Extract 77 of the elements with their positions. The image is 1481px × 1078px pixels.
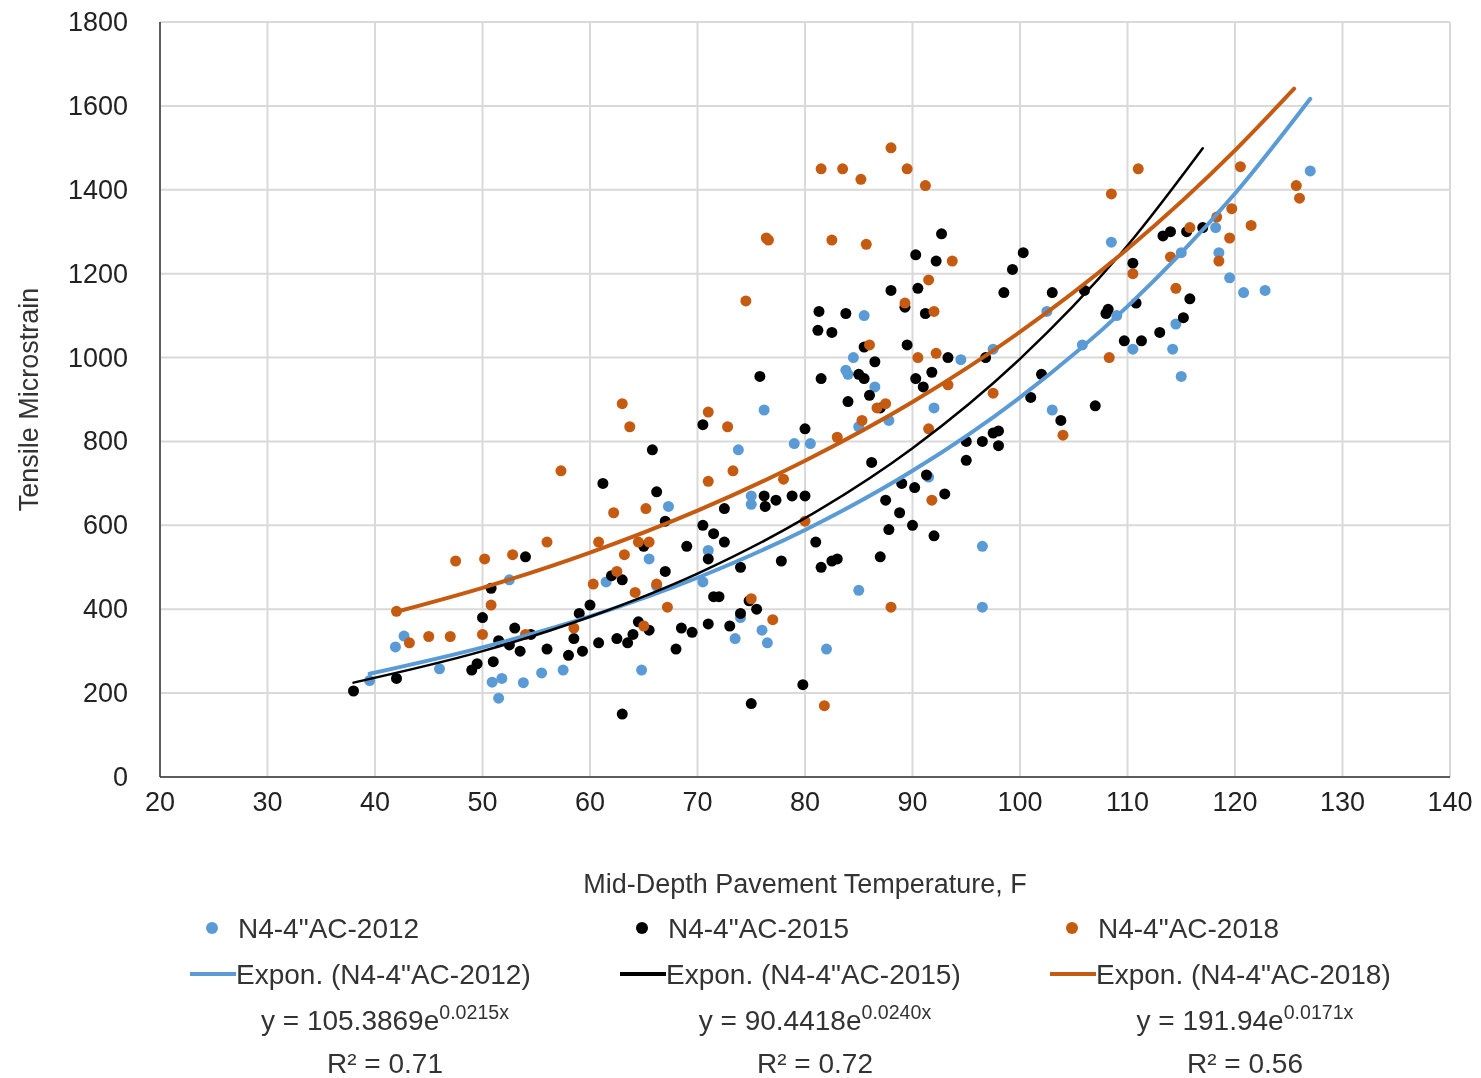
text: y = 191.94e$^{0.0171x}$ <box>1136 1001 1354 1036</box>
point <box>1170 318 1182 330</box>
point <box>788 438 800 450</box>
text: y = 90.4418e$^{0.0240x}$ <box>698 1001 932 1036</box>
point <box>758 404 770 416</box>
legend-label: Expon. (N4-4"AC-2018) <box>1096 959 1391 990</box>
point <box>840 364 852 376</box>
y-tick-label: 1400 <box>67 174 128 205</box>
point <box>756 624 768 636</box>
y-tick-label: 1200 <box>67 258 128 289</box>
point <box>1210 222 1222 234</box>
point <box>955 354 967 366</box>
point <box>636 664 648 676</box>
point <box>1224 272 1236 284</box>
point <box>496 672 508 684</box>
point <box>821 643 832 655</box>
point <box>847 352 859 364</box>
point <box>434 663 445 675</box>
point <box>1167 343 1179 355</box>
point <box>804 438 816 450</box>
point <box>853 584 865 596</box>
x-tick-label: 30 <box>252 787 283 817</box>
point <box>976 601 988 613</box>
x-tick-label: 100 <box>997 787 1043 817</box>
point <box>1127 343 1139 355</box>
line-series <box>352 147 1204 684</box>
point <box>869 381 881 393</box>
point <box>1046 404 1058 416</box>
point <box>389 641 401 653</box>
x-tick-label: 40 <box>359 787 391 817</box>
x-tick-label: 80 <box>789 787 821 817</box>
x-tick-label: 130 <box>1319 787 1366 817</box>
point <box>536 667 548 679</box>
x-tick-label: 90 <box>897 787 928 817</box>
y-tick-label: 1000 <box>67 342 128 373</box>
legend-label: N4-4"AC-2018 <box>1098 913 1280 944</box>
point <box>493 692 505 704</box>
x-tick-label: 70 <box>682 787 713 817</box>
y-tick-label: 0 <box>112 762 128 792</box>
x-tick-label: 60 <box>574 787 606 817</box>
legend-label: Expon. (N4-4"AC-2015) <box>666 959 961 990</box>
point <box>1105 236 1117 248</box>
text: R² = 0.72 <box>757 1048 873 1078</box>
point <box>928 402 940 414</box>
point <box>732 444 744 456</box>
x-tick-label: 140 <box>1427 787 1473 817</box>
point <box>976 540 988 552</box>
y-tick-label: 800 <box>82 426 128 457</box>
y-tick-label: 600 <box>82 510 128 541</box>
point <box>662 500 674 512</box>
point <box>1259 284 1271 296</box>
y-tick-label: 400 <box>82 594 128 625</box>
text: y = 105.3869e$^{0.0215x}$ <box>260 1001 510 1036</box>
x-axis-title: Mid-Depth Pavement Temperature, F <box>583 869 1027 899</box>
point <box>486 676 498 688</box>
y-tick-label: 1600 <box>67 90 128 121</box>
x-tick-label: 120 <box>1212 787 1258 817</box>
point <box>1238 287 1250 299</box>
y-tick-label: 1800 <box>67 7 128 37</box>
y-tick-label: 200 <box>82 678 128 709</box>
point <box>858 310 870 322</box>
y-axis-title: Tensile Microstrain <box>14 287 44 512</box>
text: R² = 0.56 <box>1187 1048 1303 1078</box>
x-tick-label: 110 <box>1105 787 1150 817</box>
legend-label: N4-4"AC-2015 <box>668 913 850 944</box>
point <box>517 677 529 689</box>
point <box>1304 165 1316 177</box>
legend-label: Expon. (N4-4"AC-2012) <box>236 959 531 990</box>
point <box>729 633 741 645</box>
point <box>761 637 773 649</box>
x-tick-label: 50 <box>467 787 498 817</box>
point <box>557 664 569 676</box>
point <box>643 553 655 565</box>
text: R² = 0.71 <box>327 1048 443 1078</box>
legend-label: N4-4"AC-2012 <box>238 913 420 944</box>
point <box>1175 370 1187 382</box>
x-tick-label: 20 <box>144 787 176 817</box>
